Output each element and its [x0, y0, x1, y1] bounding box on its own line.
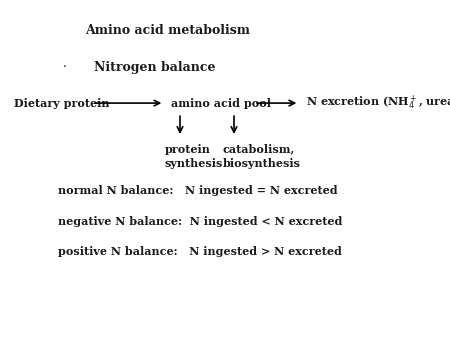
Text: Dietary protein: Dietary protein — [14, 98, 109, 108]
Text: Nitrogen balance: Nitrogen balance — [94, 61, 216, 74]
Text: protein
synthesis: protein synthesis — [164, 144, 223, 169]
Text: Amino acid metabolism: Amino acid metabolism — [86, 24, 251, 37]
Text: negative N balance:  N ingested < N excreted: negative N balance: N ingested < N excre… — [58, 216, 343, 227]
Text: catabolism,
biosynthesis: catabolism, biosynthesis — [223, 144, 301, 169]
Text: amino acid pool: amino acid pool — [171, 98, 271, 108]
Text: ·: · — [63, 61, 67, 74]
Text: positive N balance:   N ingested > N excreted: positive N balance: N ingested > N excre… — [58, 246, 342, 257]
Text: N excretion (NH$_4^+$, urea): N excretion (NH$_4^+$, urea) — [306, 94, 450, 112]
Text: normal N balance:   N ingested = N excreted: normal N balance: N ingested = N excrete… — [58, 186, 338, 196]
